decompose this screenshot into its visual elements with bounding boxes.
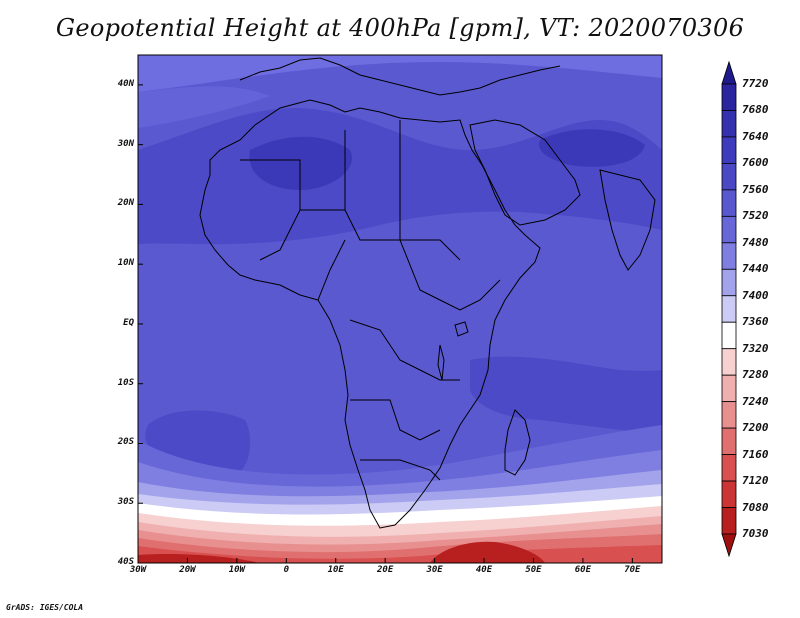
border-6 bbox=[350, 399, 441, 441]
colorbar-label: 7280 bbox=[742, 368, 769, 382]
border-5 bbox=[349, 319, 460, 381]
lon-label: 10W bbox=[228, 565, 245, 575]
colorbar-box bbox=[721, 215, 737, 244]
india-coast bbox=[599, 169, 656, 271]
colorbar-box bbox=[721, 427, 737, 455]
field-north-light bbox=[138, 55, 662, 92]
colorbar-label: 7520 bbox=[742, 209, 769, 223]
colorbar-label: 7640 bbox=[742, 129, 769, 143]
lat-label: 40N bbox=[117, 78, 134, 89]
colorbar-label: 7030 bbox=[742, 527, 769, 540]
colorbar-box bbox=[721, 480, 737, 508]
colorbar-top-arrow bbox=[721, 60, 737, 85]
border-2 bbox=[344, 120, 461, 261]
map-frame bbox=[137, 54, 663, 564]
colorbar-label: 7480 bbox=[742, 235, 769, 249]
colorbar-bottom-arrow bbox=[721, 533, 737, 558]
lon-label: 50E bbox=[525, 565, 542, 575]
axis-ticks bbox=[137, 84, 633, 564]
lat-label: 10S bbox=[117, 377, 134, 388]
colorbar-box bbox=[721, 136, 737, 164]
lon-label: 10E bbox=[327, 565, 344, 575]
colorbar-label: 7400 bbox=[742, 288, 769, 302]
field-indian-dark bbox=[470, 356, 662, 435]
colorbar-box bbox=[721, 295, 737, 323]
field-ridge-core2 bbox=[539, 129, 645, 167]
field-low-sw bbox=[138, 553, 260, 563]
colorbar-label: 7360 bbox=[742, 315, 769, 329]
lon-label: 30E bbox=[426, 565, 443, 575]
colorbar-box bbox=[721, 242, 737, 270]
field-ridge-core1 bbox=[249, 136, 352, 190]
lat-label: 40S bbox=[117, 557, 134, 567]
colorbar-label: 7600 bbox=[742, 156, 769, 170]
border-7 bbox=[360, 459, 441, 481]
colorbar-label: 7560 bbox=[742, 182, 769, 196]
lon-label: 40E bbox=[475, 565, 493, 575]
colorbar-label: 7720 bbox=[742, 77, 769, 90]
chart-title: Geopotential Height at 400hPa [gpm], VT:… bbox=[55, 14, 745, 42]
colorbar-label: 7080 bbox=[742, 500, 769, 514]
field-low-south bbox=[430, 541, 545, 563]
colorbar-box bbox=[721, 374, 737, 403]
colorbar-box bbox=[721, 110, 737, 138]
colorbar-box bbox=[721, 268, 737, 297]
field-nw-band bbox=[138, 86, 270, 128]
lat-label: EQ bbox=[123, 317, 134, 328]
colorbar-label: 7680 bbox=[742, 103, 769, 117]
lake-victoria bbox=[454, 321, 469, 337]
colorbar bbox=[721, 60, 737, 558]
border-4 bbox=[399, 239, 501, 311]
lake-tanganyika bbox=[437, 344, 445, 381]
lon-label: 60E bbox=[574, 565, 592, 575]
colorbar-box bbox=[721, 163, 737, 191]
colorbar-label: 7240 bbox=[742, 394, 769, 408]
lat-label: 10N bbox=[117, 258, 134, 269]
border-1 bbox=[240, 159, 400, 241]
colorbar-box bbox=[721, 507, 737, 535]
arabia-coast bbox=[469, 119, 581, 226]
lon-label: 70E bbox=[624, 565, 641, 575]
coastlines bbox=[199, 57, 656, 529]
colorbar-label: 7320 bbox=[742, 341, 769, 355]
lon-label: 30W bbox=[129, 565, 147, 575]
colorbar-label: 7120 bbox=[742, 474, 769, 488]
lon-label: 20E bbox=[377, 565, 394, 575]
border-3 bbox=[259, 209, 346, 301]
credit-text: GrADS: IGES/COLA bbox=[6, 603, 84, 612]
colorbar-box bbox=[721, 348, 737, 376]
colorbar-box bbox=[721, 189, 737, 217]
colorbar-box bbox=[721, 321, 737, 350]
lat-label: 20S bbox=[117, 437, 134, 448]
colorbar-label: 7440 bbox=[742, 262, 769, 276]
lat-label: 30N bbox=[117, 138, 134, 149]
colorbar-box bbox=[721, 83, 737, 111]
madagascar-coast bbox=[504, 409, 531, 476]
lon-label: 20W bbox=[179, 565, 196, 575]
colorbar-label: 7160 bbox=[742, 447, 769, 461]
lat-label: 20N bbox=[117, 198, 134, 209]
colorbar-label: 7200 bbox=[742, 421, 769, 435]
lat-label: 30S bbox=[117, 497, 134, 508]
lon-label: 0 bbox=[283, 565, 289, 575]
africa-coast bbox=[199, 99, 541, 529]
colorbar-box bbox=[721, 454, 737, 482]
colorbar-box bbox=[721, 401, 737, 429]
europe-coast bbox=[239, 57, 561, 96]
